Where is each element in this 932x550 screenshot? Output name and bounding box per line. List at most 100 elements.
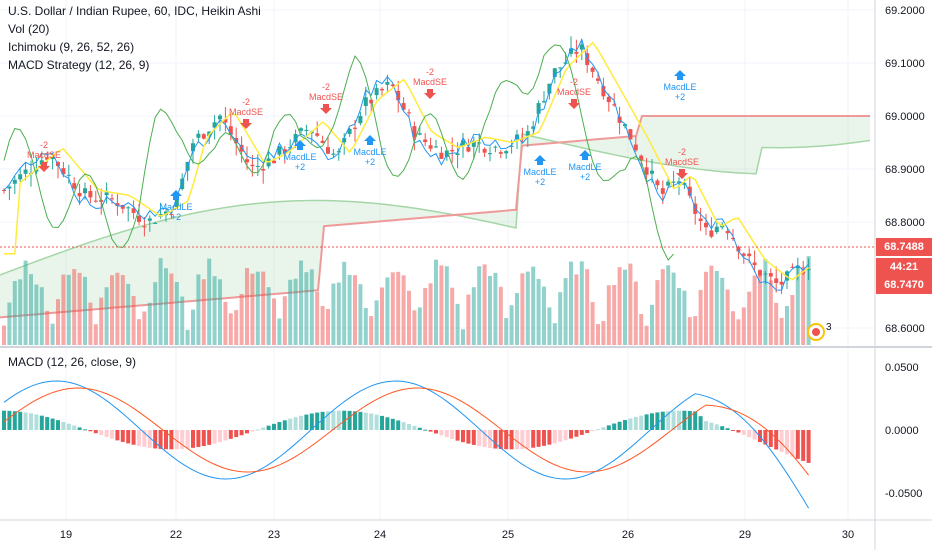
axes: 69.2000 69.1000 69.0000 68.9000 68.8000 68.60…	[60, 5, 925, 541]
macd-histogram-bar	[536, 430, 541, 447]
candle-body	[601, 86, 606, 97]
macd-histogram-bar	[363, 412, 368, 430]
volume-bar	[347, 274, 352, 345]
volume-bar	[801, 266, 806, 345]
volume-bar	[191, 309, 195, 345]
macd-histogram-bar	[687, 410, 692, 430]
candle-body	[174, 195, 179, 208]
volume-bar	[623, 269, 627, 345]
volume-bar	[439, 265, 444, 345]
macd-histogram-bar	[617, 421, 622, 430]
macd-histogram-bar	[731, 430, 735, 431]
volume-legend[interactable]: Vol (20)	[8, 22, 50, 36]
macd-histogram-bar	[72, 425, 77, 430]
candle-body	[493, 146, 498, 148]
volume-bar	[617, 267, 622, 345]
candle-body	[552, 68, 557, 77]
macd-histogram-bar	[720, 426, 725, 430]
macd-histogram-bar	[153, 430, 158, 449]
candle-body	[342, 138, 347, 143]
volume-bar	[261, 271, 266, 345]
candle-body	[50, 156, 55, 160]
candle-body	[434, 146, 438, 148]
senkou-span-a	[0, 133, 871, 276]
symbol-legend[interactable]: U.S. Dollar / Indian Rupee, 60, IDC, Hei…	[8, 4, 261, 18]
macd-strategy-legend[interactable]: MACD Strategy (12, 26, 9)	[8, 58, 150, 72]
macd-histogram-bar	[450, 430, 455, 439]
macd-histogram-bar	[326, 411, 330, 430]
macd-histogram-bar	[515, 430, 519, 450]
signal-qty: -2	[426, 67, 434, 77]
volume-bar	[120, 275, 125, 345]
signal-qty: +2	[675, 92, 685, 102]
macd-histogram-bar	[120, 430, 125, 442]
countdown-tag: 44:21	[876, 258, 932, 276]
macd-histogram-bar	[2, 410, 6, 430]
signal-qty: +2	[365, 157, 375, 167]
macd-histogram-bar	[542, 430, 546, 446]
macd-histogram-bar	[531, 430, 536, 448]
volume-bar	[228, 313, 233, 345]
volume-bar	[83, 276, 87, 345]
volume-bar	[466, 294, 471, 345]
volume-bar	[542, 286, 546, 345]
price-tick-label: 68.9000	[885, 164, 925, 176]
arrow-down-icon	[240, 119, 252, 129]
candle-body	[477, 142, 482, 144]
volume-bars	[2, 256, 811, 345]
candle-body	[212, 122, 217, 128]
price-tick-label: 69.1000	[885, 58, 925, 70]
macd-histogram-bar	[623, 420, 627, 430]
volume-bar	[461, 329, 465, 345]
volume-bar	[428, 283, 433, 345]
candle-body	[299, 128, 303, 131]
candle-body	[423, 139, 428, 143]
volume-bar	[687, 317, 692, 345]
macd-histogram-bar	[104, 430, 109, 437]
macd-legend[interactable]: MACD (12, 26, close, 9)	[8, 355, 137, 369]
macd-histogram-bar	[23, 412, 28, 430]
candle-body	[77, 192, 82, 197]
arrow-up-icon	[534, 155, 546, 165]
macd-histogram-bar	[315, 412, 320, 430]
macd-histogram-bar	[628, 418, 633, 430]
volume-bar	[795, 265, 800, 345]
volume-bar	[779, 317, 784, 345]
ichimoku-legend[interactable]: Ichimoku (9, 26, 52, 26)	[8, 40, 135, 54]
candle-body	[439, 152, 444, 159]
macd-histogram-bar	[29, 413, 33, 430]
time-tick-label: 23	[268, 529, 280, 541]
macd-histogram-bar	[223, 430, 228, 441]
macd-histogram-bar	[455, 430, 460, 441]
macd-histogram-bar	[752, 430, 757, 440]
volume-bar	[299, 260, 303, 345]
price-tick-label: 68.8000	[885, 217, 925, 229]
candle-body	[558, 67, 563, 69]
volume-bar	[547, 307, 552, 345]
candle-body	[353, 127, 357, 129]
macd-histogram-bar	[45, 417, 50, 430]
time-tick-label: 24	[374, 529, 386, 541]
candle-body	[650, 170, 654, 174]
candle-body	[731, 238, 735, 240]
volume-bar	[77, 272, 82, 345]
volume-bar	[61, 274, 66, 345]
volume-bar	[93, 324, 98, 345]
candle-body	[525, 131, 530, 136]
candle-body	[201, 134, 206, 139]
volume-bar	[218, 279, 222, 345]
candle-body	[714, 226, 719, 233]
candle-body	[347, 128, 352, 134]
volume-bar	[358, 284, 363, 345]
volume-bar	[369, 316, 374, 345]
macd-line	[3, 380, 810, 509]
volume-bar	[385, 277, 390, 345]
time-tick-label: 25	[502, 529, 514, 541]
signal-qty: -2	[570, 77, 578, 87]
candle-body	[704, 222, 708, 228]
signal-label: MacdSE	[413, 77, 447, 87]
signal-label: MacdSE	[229, 107, 263, 117]
volume-bar	[2, 325, 6, 345]
macd-histogram-bar	[471, 430, 476, 445]
